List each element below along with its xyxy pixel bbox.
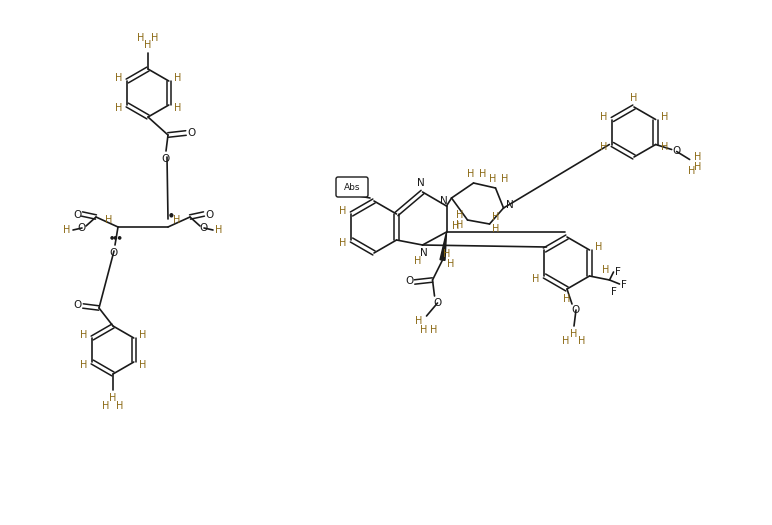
Text: H: H [694, 163, 701, 173]
Text: H: H [501, 174, 508, 184]
Text: H: H [137, 33, 144, 43]
Text: H: H [455, 220, 463, 230]
Text: H: H [174, 103, 181, 113]
Text: H: H [595, 242, 602, 252]
Text: N: N [506, 200, 513, 210]
Text: H: H [571, 329, 577, 339]
Text: H: H [447, 259, 454, 269]
Text: O: O [572, 305, 580, 315]
Text: H: H [479, 169, 486, 179]
Text: H: H [215, 225, 222, 235]
Text: ●: ● [168, 213, 174, 217]
Text: H: H [173, 215, 181, 225]
Text: H: H [80, 360, 87, 370]
Text: H: H [492, 224, 499, 234]
Text: H: H [455, 210, 463, 220]
Text: H: H [144, 40, 151, 50]
Text: Abs: Abs [344, 183, 361, 192]
Text: N: N [417, 178, 425, 188]
Text: H: H [415, 316, 422, 326]
Text: H: H [105, 215, 113, 225]
Text: H: H [114, 103, 122, 113]
Text: H: H [532, 274, 539, 284]
Text: H: H [694, 152, 701, 162]
Text: O: O [433, 298, 442, 308]
FancyBboxPatch shape [336, 177, 368, 197]
Text: H: H [174, 73, 181, 83]
Text: H: H [114, 73, 122, 83]
Text: O: O [73, 210, 81, 220]
Text: H: H [602, 265, 609, 275]
Text: H: H [117, 401, 124, 411]
Text: O: O [405, 276, 414, 286]
Text: O: O [205, 210, 213, 220]
Text: H: H [467, 169, 474, 179]
Text: F: F [611, 287, 617, 297]
Text: H: H [63, 225, 71, 235]
Text: O: O [78, 223, 86, 233]
Text: H: H [661, 111, 669, 121]
Text: H: H [430, 325, 437, 335]
Text: H: H [564, 294, 571, 304]
Text: H: H [103, 401, 110, 411]
Text: O: O [110, 248, 118, 258]
Text: H: H [489, 174, 496, 184]
Text: H: H [562, 336, 570, 346]
Text: H: H [339, 238, 346, 248]
Text: H: H [420, 325, 427, 335]
Text: O: O [74, 300, 82, 310]
Text: H: H [661, 142, 669, 152]
Text: H: H [630, 93, 638, 103]
Text: F: F [615, 267, 621, 277]
Text: O: O [200, 223, 208, 233]
Text: O: O [187, 128, 195, 138]
Text: H: H [110, 393, 117, 403]
Text: F: F [621, 280, 626, 290]
Text: H: H [600, 111, 607, 121]
Text: H: H [492, 212, 499, 222]
Text: H: H [80, 330, 87, 340]
Text: H: H [452, 221, 459, 231]
Text: H: H [414, 256, 422, 266]
Text: H: H [578, 336, 586, 346]
Text: O: O [672, 146, 681, 156]
Text: H: H [600, 142, 607, 152]
Text: H: H [339, 206, 346, 216]
Text: H: H [443, 249, 450, 259]
Text: H: H [151, 33, 159, 43]
Text: ●●●: ●●● [110, 235, 123, 239]
Text: N: N [439, 196, 448, 206]
Text: N: N [420, 248, 428, 258]
Text: O: O [162, 154, 170, 164]
Text: H: H [139, 330, 147, 340]
Polygon shape [440, 232, 446, 260]
Text: H: H [139, 360, 147, 370]
Text: H: H [688, 166, 696, 176]
